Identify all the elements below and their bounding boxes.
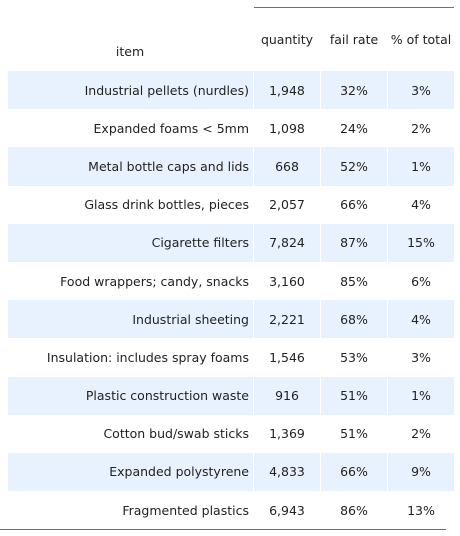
column-divider xyxy=(320,376,321,415)
table-row: Industrial sheeting 2,221 68% 4% xyxy=(8,300,454,339)
cell-quantity: 1,098 xyxy=(269,120,305,136)
cell-quantity: 2,057 xyxy=(269,197,305,213)
table-row: Insulation: includes spray foams 1,546 5… xyxy=(8,338,454,376)
cell-percent-of-total: 1% xyxy=(411,388,431,404)
cell-fail-rate: 51% xyxy=(340,388,368,404)
cell-fail-rate: 53% xyxy=(340,349,368,365)
cell-item: Cotton bud/swab sticks xyxy=(103,426,249,442)
cell-quantity: 1,948 xyxy=(269,82,305,98)
column-divider xyxy=(320,300,321,339)
cell-fail-rate: 51% xyxy=(340,426,368,442)
table-body: Industrial pellets (nurdles) 1,948 32% 3… xyxy=(8,71,454,529)
cell-quantity: 3,160 xyxy=(269,273,305,289)
cell-item: Industrial pellets (nurdles) xyxy=(84,82,249,98)
table-row: Plastic construction waste 916 51% 1% xyxy=(8,376,454,415)
cell-percent-of-total: 4% xyxy=(411,197,431,213)
table-row: Cigarette filters 7,824 87% 15% xyxy=(8,223,454,262)
table-row: Expanded polystyrene 4,833 66% 9% xyxy=(8,452,454,492)
table-row: Metal bottle caps and lids 668 52% 1% xyxy=(8,147,454,186)
column-divider xyxy=(253,147,254,186)
cell-item: Cigarette filters xyxy=(151,235,249,251)
cell-percent-of-total: 15% xyxy=(407,235,435,251)
column-divider xyxy=(387,300,388,339)
column-divider xyxy=(320,147,321,186)
cell-fail-rate: 68% xyxy=(340,311,368,327)
column-divider xyxy=(320,71,321,110)
column-divider xyxy=(387,71,388,110)
cell-item: Industrial sheeting xyxy=(132,311,249,327)
cell-fail-rate: 87% xyxy=(340,235,368,251)
cell-item: Expanded foams < 5mm xyxy=(93,120,249,136)
bottom-rule xyxy=(0,529,446,530)
cell-quantity: 7,824 xyxy=(269,235,305,251)
cell-quantity: 916 xyxy=(275,388,299,404)
table-row: Expanded foams < 5mm 1,098 24% 2% xyxy=(8,109,454,147)
cell-quantity: 668 xyxy=(275,158,299,174)
column-divider xyxy=(387,452,388,492)
cell-item: Plastic construction waste xyxy=(85,388,249,404)
cell-percent-of-total: 3% xyxy=(411,349,431,365)
cell-item: Expanded polystyrene xyxy=(109,464,249,480)
top-rule xyxy=(254,7,454,8)
column-divider xyxy=(387,147,388,186)
table-header: item quantity fail rate % of total xyxy=(8,8,454,71)
cell-item: Fragmented plastics xyxy=(122,502,249,518)
cell-fail-rate: 86% xyxy=(340,502,368,518)
column-divider xyxy=(253,376,254,415)
table-row: Food wrappers; candy, snacks 3,160 85% 6… xyxy=(8,262,454,300)
table-row: Glass drink bottles, pieces 2,057 66% 4% xyxy=(8,186,454,224)
column-header-percent-of-total: % of total xyxy=(390,32,452,47)
cell-fail-rate: 66% xyxy=(340,197,368,213)
cell-quantity: 1,369 xyxy=(269,426,305,442)
cell-quantity: 1,546 xyxy=(269,349,305,365)
cell-percent-of-total: 9% xyxy=(411,464,431,480)
column-header-fail-rate: fail rate xyxy=(329,32,379,47)
cell-item: Glass drink bottles, pieces xyxy=(84,197,249,213)
column-divider xyxy=(320,452,321,492)
cell-fail-rate: 32% xyxy=(340,82,368,98)
table-row: Cotton bud/swab sticks 1,369 51% 2% xyxy=(8,415,454,453)
cell-quantity: 2,221 xyxy=(269,311,305,327)
cell-item: Metal bottle caps and lids xyxy=(88,158,249,174)
column-divider xyxy=(253,300,254,339)
cell-item: Insulation: includes spray foams xyxy=(46,349,249,365)
cell-quantity: 6,943 xyxy=(269,502,305,518)
cell-percent-of-total: 2% xyxy=(411,426,431,442)
column-divider xyxy=(387,376,388,415)
cell-item: Food wrappers; candy, snacks xyxy=(60,273,249,289)
table-row: Fragmented plastics 6,943 86% 13% xyxy=(8,491,454,529)
cell-percent-of-total: 4% xyxy=(411,311,431,327)
column-divider xyxy=(320,223,321,262)
cell-percent-of-total: 3% xyxy=(411,82,431,98)
cell-fail-rate: 66% xyxy=(340,464,368,480)
cell-quantity: 4,833 xyxy=(269,464,305,480)
column-divider xyxy=(253,223,254,262)
column-divider xyxy=(253,452,254,492)
column-header-item: item xyxy=(115,44,145,59)
cell-percent-of-total: 1% xyxy=(411,158,431,174)
cell-fail-rate: 85% xyxy=(340,273,368,289)
table-row: Industrial pellets (nurdles) 1,948 32% 3… xyxy=(8,71,454,110)
cell-percent-of-total: 2% xyxy=(411,120,431,136)
column-divider xyxy=(387,223,388,262)
column-header-quantity: quantity xyxy=(260,32,314,47)
cell-percent-of-total: 13% xyxy=(407,502,435,518)
cell-percent-of-total: 6% xyxy=(411,273,431,289)
cell-fail-rate: 52% xyxy=(340,158,368,174)
column-divider xyxy=(253,71,254,110)
cell-fail-rate: 24% xyxy=(340,120,368,136)
